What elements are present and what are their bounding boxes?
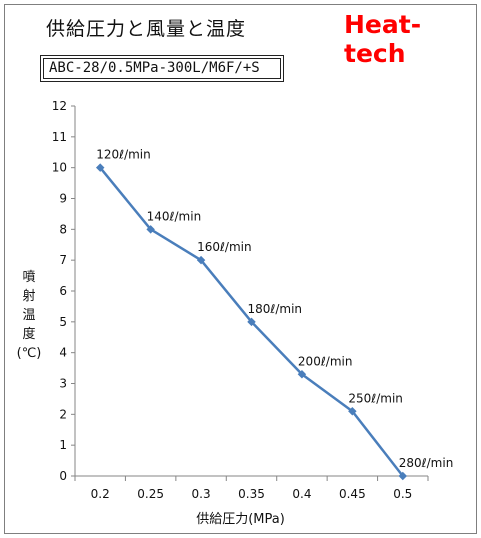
- data-label: 250ℓ/min: [348, 391, 403, 405]
- y-tick-label: 3: [59, 377, 67, 391]
- chart-frame: [4, 4, 477, 534]
- y-axis-label-part: 射: [22, 289, 36, 304]
- y-axis-label-part: (℃): [16, 346, 42, 361]
- data-label: 120ℓ/min: [96, 148, 151, 162]
- data-label: 200ℓ/min: [298, 354, 353, 368]
- y-tick-label: 2: [59, 407, 67, 421]
- x-tick-label: 0.35: [238, 487, 265, 501]
- x-tick-label: 0.45: [339, 487, 366, 501]
- y-tick-label: 10: [52, 161, 67, 175]
- y-tick-label: 8: [59, 222, 67, 236]
- x-tick-label: 0.5: [393, 487, 412, 501]
- y-axis-label-part: 温: [22, 308, 36, 323]
- data-label: 180ℓ/min: [248, 302, 303, 316]
- y-tick-label: 6: [59, 284, 67, 298]
- x-tick-label: 0.2: [91, 487, 110, 501]
- data-label: 140ℓ/min: [147, 209, 202, 223]
- y-axis-label: 噴 射 温 度 (℃): [14, 268, 44, 363]
- model-box: ABC-28/0.5MPa-300L/M6F/+S: [40, 55, 284, 82]
- data-labels: 120ℓ/min 140ℓ/min 160ℓ/min 180ℓ/min 200ℓ/min…: [96, 148, 453, 470]
- x-axis-ticks: 0.2 0.25 0.3 0.35 0.4 0.45 0.5: [74, 476, 429, 501]
- data-point: [146, 225, 155, 234]
- x-tick-label: 0.25: [137, 487, 164, 501]
- data-label: 160ℓ/min: [197, 240, 252, 254]
- y-tick-label: 0: [59, 469, 67, 483]
- y-tick-label: 4: [59, 346, 67, 360]
- x-axis-label: 供給圧力(MPa): [196, 512, 285, 527]
- data-point: [297, 370, 307, 379]
- y-tick-label: 7: [59, 253, 67, 267]
- y-tick-label: 11: [52, 130, 67, 144]
- data-point: [95, 163, 105, 172]
- y-tick-label: 9: [59, 192, 67, 206]
- series: [95, 163, 408, 481]
- data-point: [398, 471, 408, 481]
- data-label: 280ℓ/min: [399, 456, 454, 470]
- data-point: [348, 407, 357, 416]
- data-point: [196, 255, 206, 265]
- y-axis-label-part: 噴: [22, 270, 36, 285]
- y-tick-label: 1: [59, 438, 67, 452]
- brand-logo: Heat-tech: [344, 10, 422, 68]
- y-axis-label-part: 度: [22, 327, 36, 342]
- x-tick-label: 0.4: [292, 487, 311, 501]
- y-tick-label: 5: [59, 315, 67, 329]
- data-point: [247, 317, 256, 327]
- x-tick-label: 0.3: [192, 487, 211, 501]
- model-label: ABC-28/0.5MPa-300L/M6F/+S: [43, 58, 281, 79]
- page-title: 供給圧力と風量と温度: [46, 18, 247, 40]
- y-tick-label: 12: [52, 99, 67, 113]
